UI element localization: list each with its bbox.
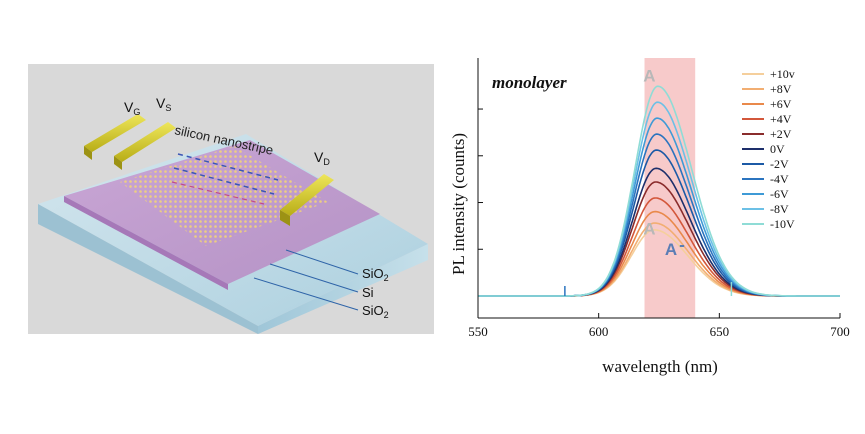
- legend-label-4: +4V: [770, 112, 792, 126]
- device-schematic: VG VS VD silicon nanostripe SiO2 Si SiO2: [28, 64, 434, 334]
- chart-annotation: monolayer: [492, 73, 567, 92]
- peak-label-1: A: [643, 67, 655, 86]
- series-line-11: [478, 85, 840, 297]
- source-electrode: [114, 122, 176, 162]
- legend-label-5: +2V: [770, 127, 792, 141]
- legend-label-1: +10v: [770, 67, 795, 81]
- gate-label: VG: [124, 99, 140, 117]
- drain-electrode: [280, 174, 334, 216]
- peak-label-3: A: [665, 240, 677, 259]
- layer-label-middle: Si: [362, 285, 374, 300]
- nanostripe-array: [120, 146, 328, 246]
- source-electrode-side: [114, 156, 122, 170]
- x-tick-label-3: 650: [710, 324, 730, 339]
- silicon-layer-edge: [64, 196, 228, 290]
- stripe-dash: [171, 181, 265, 205]
- layer-label-top: SiO2: [362, 266, 389, 283]
- legend-label-9: -6V: [770, 187, 789, 201]
- x-axis-label: wavelength (nm): [602, 357, 718, 376]
- legend-label-10: -8V: [770, 202, 789, 216]
- gate-electrode-side: [84, 146, 92, 160]
- peak-label-2: A: [643, 219, 655, 238]
- legend-label-7: -2V: [770, 157, 789, 171]
- leader-line: [253, 277, 359, 311]
- leader-line: [269, 263, 359, 293]
- legend-label-8: -4V: [770, 172, 789, 186]
- legend-label-11: -10V: [770, 217, 795, 231]
- plot-area: AAA -550 600 650 700: [468, 58, 850, 339]
- substrate-side: [258, 244, 428, 334]
- pl-spectrum-chart: AAA -550 600 650 700 monolayer wavelength (n…: [449, 58, 850, 376]
- drain-label: VD: [314, 149, 330, 167]
- drain-electrode-side: [280, 210, 290, 226]
- layer-label-bottom: SiO2: [362, 303, 389, 320]
- gate-electrode: [84, 114, 146, 152]
- leader-line: [285, 249, 359, 275]
- source-label: VS: [156, 95, 171, 113]
- peak-label-4: -: [679, 235, 685, 254]
- x-tick-label-1: 550: [468, 324, 488, 339]
- substrate-front: [38, 204, 258, 334]
- x-tick-label-4: 700: [830, 324, 850, 339]
- legend-label-6: 0V: [770, 142, 785, 156]
- y-axis-label: PL intensity (counts): [449, 133, 468, 275]
- legend-label-3: +6V: [770, 97, 792, 111]
- legend-label-2: +8V: [770, 82, 792, 96]
- x-tick-label-2: 600: [589, 324, 609, 339]
